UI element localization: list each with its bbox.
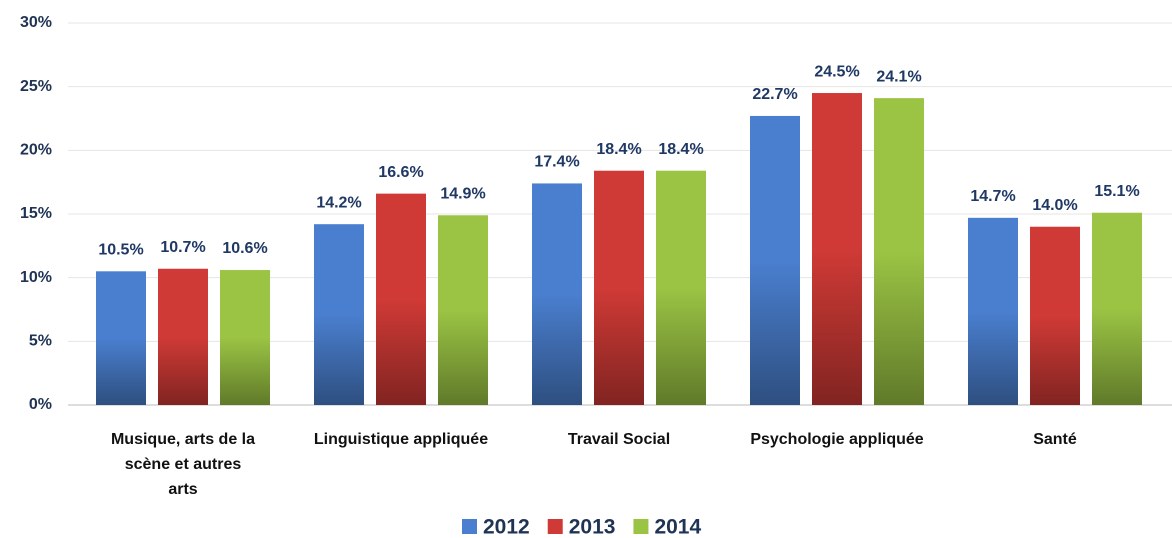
data-label: 17.4% <box>534 154 579 171</box>
bar <box>968 217 1018 405</box>
bar <box>532 183 582 405</box>
data-label: 22.7% <box>752 86 797 103</box>
data-label: 18.4% <box>596 141 641 158</box>
data-label: 16.6% <box>378 164 423 181</box>
data-label: 24.1% <box>876 68 921 85</box>
x-tick-label: Travail Social <box>568 431 670 448</box>
y-tick-label: 30% <box>20 14 52 31</box>
bar <box>158 268 208 405</box>
legend-label: 2013 <box>569 516 616 538</box>
legend-swatch <box>633 519 649 534</box>
bar <box>812 93 862 406</box>
bar <box>376 193 426 405</box>
y-tick-label: 25% <box>20 78 52 95</box>
bar <box>314 224 364 405</box>
y-tick-label: 15% <box>20 205 52 222</box>
bar <box>220 270 270 405</box>
y-tick-label: 0% <box>29 396 52 413</box>
data-label: 24.5% <box>814 63 859 80</box>
legend-label: 2014 <box>654 516 701 538</box>
bar <box>1092 212 1142 405</box>
bar <box>1030 226 1080 405</box>
bar <box>96 271 146 405</box>
data-label: 14.7% <box>970 188 1015 205</box>
x-tick-label: Psychologie appliquée <box>750 431 923 448</box>
data-label: 15.1% <box>1094 183 1139 200</box>
data-label: 14.2% <box>316 194 361 211</box>
data-label: 14.0% <box>1032 197 1077 214</box>
x-tick-label: Santé <box>1033 431 1077 448</box>
legend-swatch <box>547 519 563 534</box>
data-label: 14.9% <box>440 185 485 202</box>
x-tick-label: Musique, arts de la scène et autres arts <box>111 431 255 498</box>
legend-swatch <box>462 519 477 534</box>
data-label: 10.7% <box>160 239 205 256</box>
y-tick-label: 10% <box>20 269 52 286</box>
data-label: 18.4% <box>658 141 703 158</box>
y-tick-label: 5% <box>29 333 52 350</box>
data-label: 10.6% <box>222 240 267 257</box>
y-tick-label: 20% <box>20 142 52 159</box>
data-label: 10.5% <box>98 242 143 259</box>
bar <box>874 98 924 406</box>
bar <box>438 215 488 405</box>
x-tick-label: Linguistique appliquée <box>314 431 488 448</box>
legend-label: 2012 <box>483 516 530 538</box>
bar <box>750 115 800 405</box>
bar <box>594 170 644 405</box>
bar <box>656 170 706 405</box>
